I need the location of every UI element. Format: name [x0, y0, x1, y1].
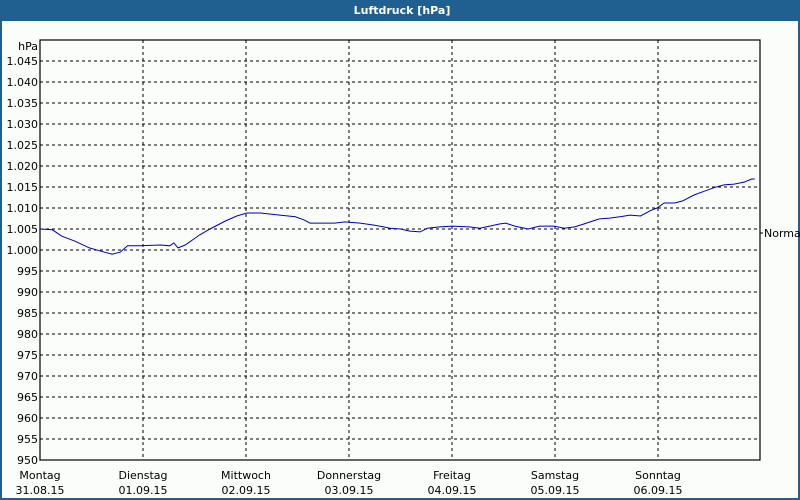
x-tick-date: 01.09.15: [119, 484, 168, 497]
x-tick-date: 04.09.15: [428, 484, 477, 497]
plot-frame: [39, 39, 761, 461]
x-tick-date: 06.09.15: [634, 484, 683, 497]
x-tick-day: Montag: [19, 469, 60, 482]
pressure-line: [39, 178, 755, 255]
y-tick-label: 1.025: [7, 139, 39, 152]
x-tick-date: 31.08.15: [16, 484, 65, 497]
y-tick-label: 1.020: [7, 160, 39, 173]
y-tick-label: 980: [17, 328, 38, 341]
x-tick-day: Freitag: [433, 469, 471, 482]
y-tick-label: 960: [17, 412, 38, 425]
x-axis-ticks: Montag 31.08.15 Dienstag 01.09.15 Mittwoch 02…: [16, 469, 683, 497]
y-tick-label: 950: [17, 454, 38, 467]
grid-lines: [40, 40, 760, 460]
y-tick-label: 1.040: [7, 76, 39, 89]
x-tick-date: 02.09.15: [222, 484, 271, 497]
y-tick-label: 970: [17, 370, 38, 383]
normal-reference: Normal: [760, 227, 800, 240]
y-tick-label: 990: [17, 286, 38, 299]
y-tick-label: 1.045: [7, 55, 39, 68]
y-tick-label: 985: [17, 307, 38, 320]
x-tick-day: Mittwoch: [221, 469, 271, 482]
y-tick-label: 1.005: [7, 223, 39, 236]
y-tick-label: 1.035: [7, 97, 39, 110]
normal-label: Normal: [764, 227, 800, 240]
y-axis-ticks: 950 955 960 965 970 975 980 985 990 995 1.000 1.005…: [7, 55, 39, 467]
y-axis-unit: hPa: [18, 40, 38, 53]
x-tick-day: Dienstag: [118, 469, 167, 482]
x-tick-day: Donnerstag: [317, 469, 381, 482]
y-tick-label: 1.000: [7, 244, 39, 257]
x-tick-day: Sonntag: [635, 469, 681, 482]
x-tick-date: 05.09.15: [531, 484, 580, 497]
y-tick-label: 1.015: [7, 181, 39, 194]
y-tick-label: 955: [17, 433, 38, 446]
y-tick-label: 975: [17, 349, 38, 362]
y-tick-label: 965: [17, 391, 38, 404]
y-tick-label: 1.030: [7, 118, 39, 131]
window-title: Luftdruck [hPa]: [2, 0, 800, 21]
x-tick-day: Samstag: [531, 469, 579, 482]
y-tick-label: 995: [17, 265, 38, 278]
x-tick-date: 03.09.15: [325, 484, 374, 497]
y-tick-label: 1.010: [7, 202, 39, 215]
